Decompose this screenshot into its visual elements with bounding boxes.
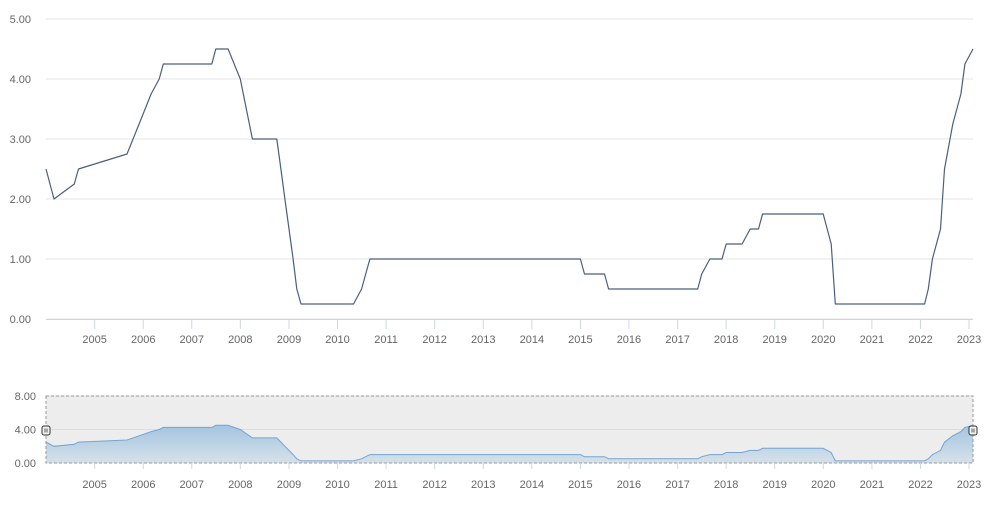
main-x-tick-label: 2006 xyxy=(131,334,155,346)
main-x-tick-label: 2021 xyxy=(860,334,884,346)
main-y-tick-label: 0.00 xyxy=(10,314,31,326)
navigator-y-tick-label: 8.00 xyxy=(15,391,36,403)
main-x-tick-label: 2008 xyxy=(228,334,252,346)
navigator-x-tick-label: 2019 xyxy=(762,479,786,491)
main-y-tick-label: 1.00 xyxy=(10,254,31,266)
main-x-tick-label: 2014 xyxy=(520,334,544,346)
main-x-tick-label: 2005 xyxy=(82,334,106,346)
main-x-tick-label: 2011 xyxy=(374,334,398,346)
navigator-x-tick-label: 2018 xyxy=(714,479,738,491)
main-y-tick-label: 3.00 xyxy=(10,134,31,146)
main-x-tick-label: 2013 xyxy=(471,334,495,346)
main-y-tick-label: 4.00 xyxy=(10,74,31,86)
navigator-x-tick-label: 2010 xyxy=(325,479,349,491)
navigator-x-tick-label: 2021 xyxy=(860,479,884,491)
main-x-tick-label: 2022 xyxy=(908,334,932,346)
navigator-y-tick-label: 0.00 xyxy=(15,458,36,470)
main-x-tick-label: 2016 xyxy=(617,334,641,346)
navigator-x-tick-label: 2009 xyxy=(277,479,301,491)
main-x-tick-label: 2019 xyxy=(762,334,786,346)
navigator[interactable]: 0.00 4.00 8.00 2005 2006 2007 2008 2009 2010 2011… xyxy=(15,391,982,491)
navigator-x-tick-label: 2022 xyxy=(908,479,932,491)
navigator-x-tick-label: 2013 xyxy=(471,479,495,491)
navigator-x-tick-label: 2008 xyxy=(228,479,252,491)
navigator-y-tick-label: 4.00 xyxy=(15,425,36,437)
main-x-tick-label: 2020 xyxy=(811,334,835,346)
navigator-handle-left[interactable] xyxy=(41,425,51,436)
navigator-x-tick-label: 2007 xyxy=(180,479,204,491)
navigator-x-tick-label: 2016 xyxy=(617,479,641,491)
navigator-outline xyxy=(45,395,974,464)
main-x-tick-label: 2017 xyxy=(665,334,689,346)
navigator-line xyxy=(45,424,974,462)
main-x-tick-label: 2009 xyxy=(277,334,301,346)
navigator-x-tick-label: 2014 xyxy=(520,479,544,491)
navigator-x-tick-label: 2017 xyxy=(665,479,689,491)
navigator-x-tick-label: 2011 xyxy=(374,479,398,491)
main-y-tick-label: 5.00 xyxy=(10,14,31,26)
main-x-tick-label: 2015 xyxy=(568,334,592,346)
navigator-x-tick-label: 2020 xyxy=(811,479,835,491)
series-line xyxy=(45,48,974,305)
navigator-area xyxy=(46,425,973,463)
navigator-x-tick-label: 2006 xyxy=(131,479,155,491)
main-y-tick-label: 2.00 xyxy=(10,194,31,206)
main-x-tick-label: 2018 xyxy=(714,334,738,346)
navigator-x-tick-label: 2005 xyxy=(82,479,106,491)
main-chart: 0.00 1.00 2.00 3.00 4.00 5.00 2005 2006 2007 2008… xyxy=(10,14,982,346)
navigator-handle-right[interactable] xyxy=(968,425,978,436)
main-x-tick-label: 2010 xyxy=(325,334,349,346)
navigator-x-tick-label: 2023 xyxy=(957,479,981,491)
main-x-tick-label: 2023 xyxy=(957,334,981,346)
main-x-tick-label: 2007 xyxy=(180,334,204,346)
main-x-tick-label: 2012 xyxy=(422,334,446,346)
navigator-x-tick-label: 2015 xyxy=(568,479,592,491)
navigator-x-tick-label: 2012 xyxy=(422,479,446,491)
